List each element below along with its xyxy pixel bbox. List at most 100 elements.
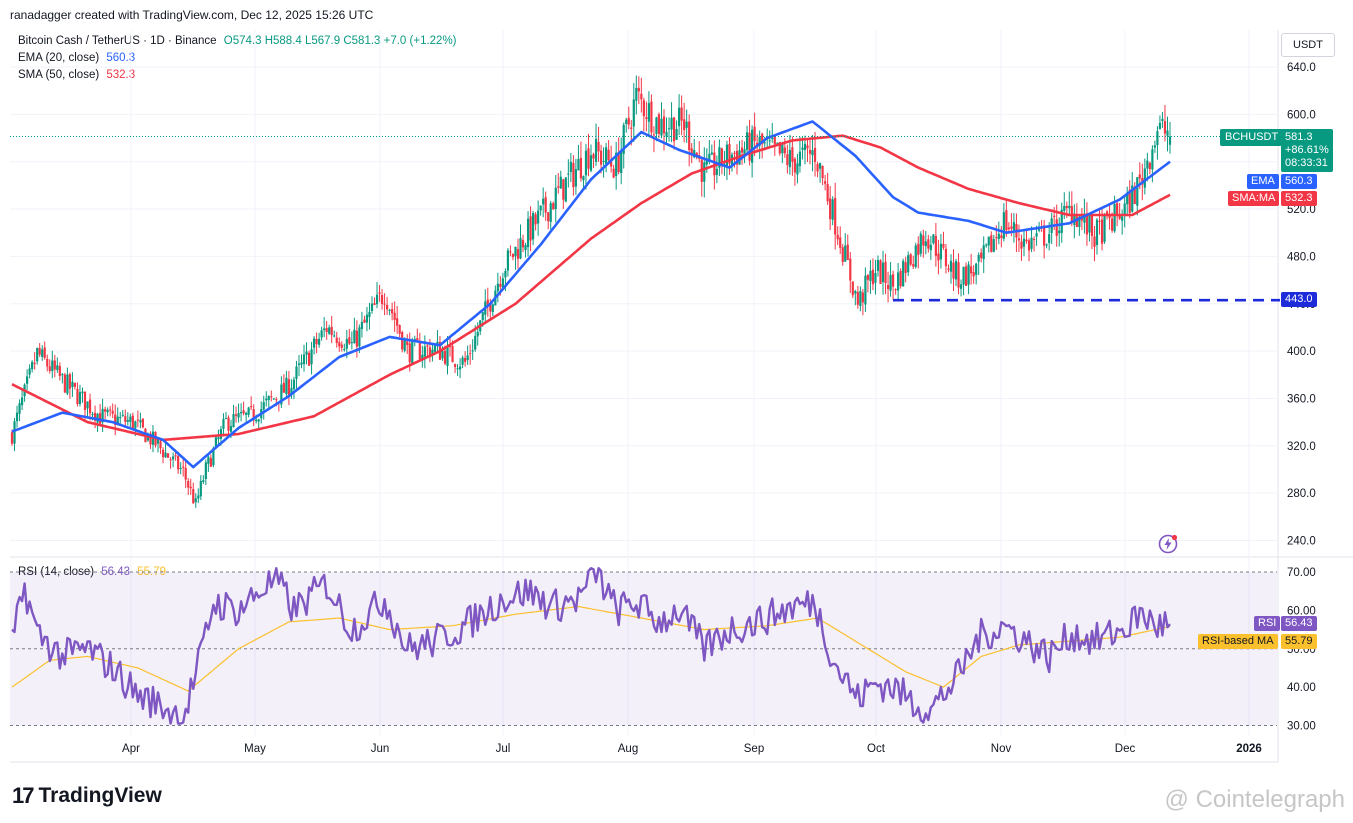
- price-tick-label: 360.0: [1287, 393, 1316, 405]
- candle-body: [83, 391, 87, 411]
- candle-body: [56, 365, 59, 370]
- alert-lightning-icon[interactable]: [1158, 534, 1178, 554]
- candle-body: [844, 245, 847, 262]
- candle-body: [572, 162, 575, 188]
- candle-body: [88, 399, 92, 414]
- candle-body: [952, 262, 955, 279]
- candle-body: [421, 354, 424, 360]
- candle-body: [891, 274, 895, 287]
- candle-body: [693, 150, 696, 158]
- candle-body: [924, 241, 927, 247]
- candle-body: [1156, 131, 1159, 146]
- candle-body: [748, 132, 751, 161]
- candle-body: [99, 413, 102, 424]
- rsi-ma-line: [11, 605, 1171, 692]
- candle-body: [1055, 219, 1058, 237]
- candle-body: [1161, 118, 1164, 121]
- candle-body: [375, 294, 379, 305]
- candle-body: [1010, 226, 1013, 229]
- candle-body: [1063, 205, 1066, 211]
- candle-body: [1121, 216, 1124, 221]
- candle-body: [745, 132, 749, 150]
- candle-body: [1022, 238, 1026, 247]
- legend-ema-row[interactable]: EMA (20, close) 560.3: [18, 52, 135, 64]
- currency-unit-button[interactable]: USDT: [1281, 33, 1335, 57]
- candle-body: [272, 398, 275, 400]
- candle-body: [584, 150, 588, 176]
- candle-body: [1075, 216, 1078, 228]
- candle-body: [534, 214, 537, 225]
- candle-body: [1043, 225, 1046, 246]
- candle-body: [763, 142, 766, 144]
- candle-body: [247, 407, 250, 415]
- legend-rsi-row[interactable]: RSI (14, close) 56.43 55.79: [18, 566, 166, 578]
- candle-body: [995, 237, 998, 239]
- candle-body: [199, 480, 202, 497]
- candle-body: [448, 346, 452, 348]
- candle-body: [305, 351, 308, 355]
- candle-body: [630, 127, 633, 129]
- candle-body: [252, 409, 255, 421]
- candle-body: [1065, 205, 1068, 208]
- candle-body: [370, 303, 374, 311]
- candle-body: [496, 283, 499, 292]
- candle-body: [58, 366, 61, 377]
- candle-body: [328, 327, 331, 334]
- candle-body: [612, 168, 615, 178]
- candle-body: [335, 337, 338, 343]
- candle-body: [1085, 213, 1089, 235]
- candle-body: [141, 418, 145, 428]
- candle-body: [695, 152, 698, 157]
- candle-body: [104, 409, 107, 412]
- candle-body: [385, 304, 389, 310]
- candle-body: [836, 234, 839, 240]
- tradingview-logo[interactable]: 17 TradingView: [12, 783, 162, 809]
- candle-body: [323, 328, 326, 331]
- candle-body: [204, 462, 207, 480]
- candle-body: [333, 335, 336, 337]
- candle-body: [81, 391, 84, 394]
- candle-body: [688, 121, 691, 151]
- candle-body: [557, 186, 560, 188]
- candle-body: [149, 433, 152, 445]
- time-tick-label: Sep: [744, 743, 764, 755]
- candle-body: [917, 243, 920, 255]
- candle-body: [36, 348, 39, 362]
- candle-body: [43, 347, 46, 358]
- tradingview-brand: TradingView: [38, 784, 162, 807]
- candle-body: [856, 292, 859, 305]
- candle-body: [854, 291, 857, 294]
- candle-body: [129, 416, 132, 422]
- candle-body: [1053, 215, 1056, 217]
- candle-body: [667, 128, 671, 130]
- cointelegraph-watermark: @ Cointelegraph: [1164, 786, 1345, 813]
- candle-body: [743, 149, 746, 156]
- candle-body: [139, 420, 142, 423]
- candle-body: [939, 243, 943, 260]
- time-tick-label: 2026: [1236, 743, 1262, 755]
- candle-body: [579, 157, 583, 179]
- candle-body: [232, 414, 235, 428]
- candle-body: [282, 382, 285, 393]
- candle-body: [290, 388, 293, 396]
- candle-body: [899, 270, 902, 287]
- candle-body: [18, 403, 21, 414]
- candle-body: [265, 398, 268, 401]
- candle-body: [411, 339, 414, 365]
- candle-body: [831, 199, 834, 220]
- candle-body: [587, 148, 590, 169]
- symbol-name[interactable]: Bitcoin Cash / TetherUS · 1D · Binance: [18, 35, 217, 47]
- candle-body: [1111, 218, 1114, 231]
- price-tick-label: 480.0: [1287, 251, 1316, 263]
- candle-body: [1005, 210, 1008, 231]
- candle-body: [41, 349, 44, 357]
- legend-sma-row[interactable]: SMA (50, close) 532.3: [18, 69, 135, 81]
- candle-body: [547, 212, 550, 222]
- price-tick-label: 320.0: [1287, 441, 1316, 453]
- candle-body: [1058, 230, 1061, 234]
- candle-body: [1100, 219, 1104, 244]
- candle-body: [773, 135, 776, 145]
- candle-body: [297, 363, 301, 366]
- candle-body: [275, 399, 278, 401]
